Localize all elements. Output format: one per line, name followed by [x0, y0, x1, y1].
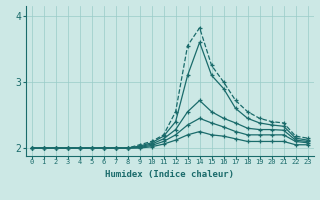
- X-axis label: Humidex (Indice chaleur): Humidex (Indice chaleur): [105, 170, 234, 179]
